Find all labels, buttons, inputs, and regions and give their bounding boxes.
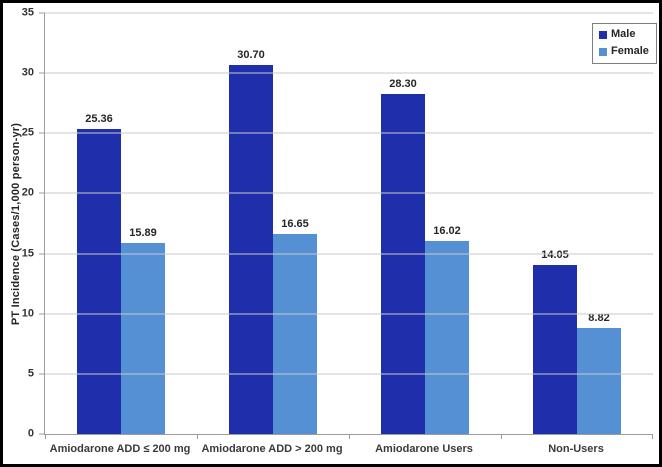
gridline — [45, 132, 653, 134]
bar-group: 30.70 16.65 — [197, 13, 349, 434]
bar-cell: 25.36 — [77, 112, 121, 434]
category-label: Amiodarone Users — [375, 443, 473, 455]
bar-value-label: 16.65 — [281, 217, 309, 230]
y-axis-tick — [39, 373, 45, 375]
bar-cell: 28.30 — [381, 77, 425, 434]
x-axis-tick — [45, 434, 46, 439]
y-tick-label: 5 — [27, 367, 34, 380]
y-tick-label: 30 — [21, 66, 34, 79]
bar-male — [229, 64, 273, 434]
bar-cell: 16.02 — [425, 226, 469, 434]
bar-group: 14.05 8.82 — [501, 13, 653, 434]
legend-label-male: Male — [611, 28, 636, 40]
gridline — [45, 313, 653, 315]
bar-cell: 30.70 — [229, 48, 273, 434]
bar-cell: 15.89 — [121, 226, 165, 434]
y-tick-label: 10 — [21, 307, 34, 320]
legend: Male Female — [592, 23, 657, 64]
bar-male — [381, 93, 425, 434]
bar-value-label: 28.30 — [389, 77, 417, 90]
gridline — [45, 192, 653, 194]
y-axis-tick — [39, 12, 45, 14]
bar-group: 28.30 16.02 — [349, 13, 501, 434]
bar-female — [121, 242, 165, 434]
male-series-swatch-icon — [599, 30, 607, 39]
y-axis-tick — [39, 433, 45, 435]
gridline — [45, 373, 653, 375]
x-axis-tick — [197, 434, 198, 439]
y-axis-tick — [39, 132, 45, 134]
bar-value-label: 15.89 — [129, 226, 157, 239]
y-axis-tick — [39, 192, 45, 194]
y-axis-tick — [39, 313, 45, 315]
bar-group: 25.36 15.89 — [45, 13, 197, 434]
bar-female — [577, 327, 621, 434]
bar-value-label: 8.82 — [588, 311, 610, 324]
category-label: Non-Users — [548, 443, 604, 455]
x-axis-tick — [652, 434, 653, 439]
bar-male — [533, 265, 577, 434]
x-axis-tick — [501, 434, 502, 439]
bar-female — [425, 241, 469, 434]
y-tick-label: 35 — [21, 6, 34, 19]
y-tick-labels: 0 5 10 15 20 25 30 35 — [3, 7, 38, 439]
x-axis-labels: Amiodarone ADD ≤ 200 mg Amiodarone ADD > … — [44, 443, 652, 455]
bar-value-label: 30.70 — [237, 48, 265, 61]
female-series-swatch-icon — [599, 47, 607, 56]
bar-value-label: 14.05 — [541, 249, 569, 261]
category-label: Amiodarone ADD > 200 mg — [201, 443, 343, 455]
bar-groups: 25.36 15.89 30.70 16.65 28.30 16.02 14.05 8.82 — [45, 13, 653, 434]
y-tick-label: 15 — [21, 247, 34, 260]
bar-cell: 16.65 — [273, 217, 317, 434]
y-tick-label: 25 — [21, 126, 34, 139]
gridline — [45, 72, 653, 74]
legend-item-male: Male — [599, 29, 649, 40]
gridline — [45, 253, 653, 255]
category-label: Amiodarone ADD ≤ 200 mg — [49, 443, 191, 455]
x-axis-tick — [349, 434, 350, 439]
bar-value-label: 16.02 — [433, 225, 461, 238]
y-tick-label: 0 — [27, 427, 34, 440]
y-tick-label: 20 — [21, 186, 34, 199]
bar-cell: 8.82 — [577, 311, 621, 434]
gridline — [45, 12, 653, 14]
bar-male — [77, 128, 121, 434]
bar-cell: 14.05 — [533, 250, 577, 434]
bar-value-label: 25.36 — [85, 112, 113, 125]
legend-label-female: Female — [611, 45, 649, 57]
bar-female — [273, 233, 317, 434]
y-axis-tick — [39, 253, 45, 255]
y-axis-tick — [39, 72, 45, 74]
plot-area: 25.36 15.89 30.70 16.65 28.30 16.02 14.05 8.82 — [39, 12, 653, 439]
legend-item-female: Female — [599, 46, 649, 57]
